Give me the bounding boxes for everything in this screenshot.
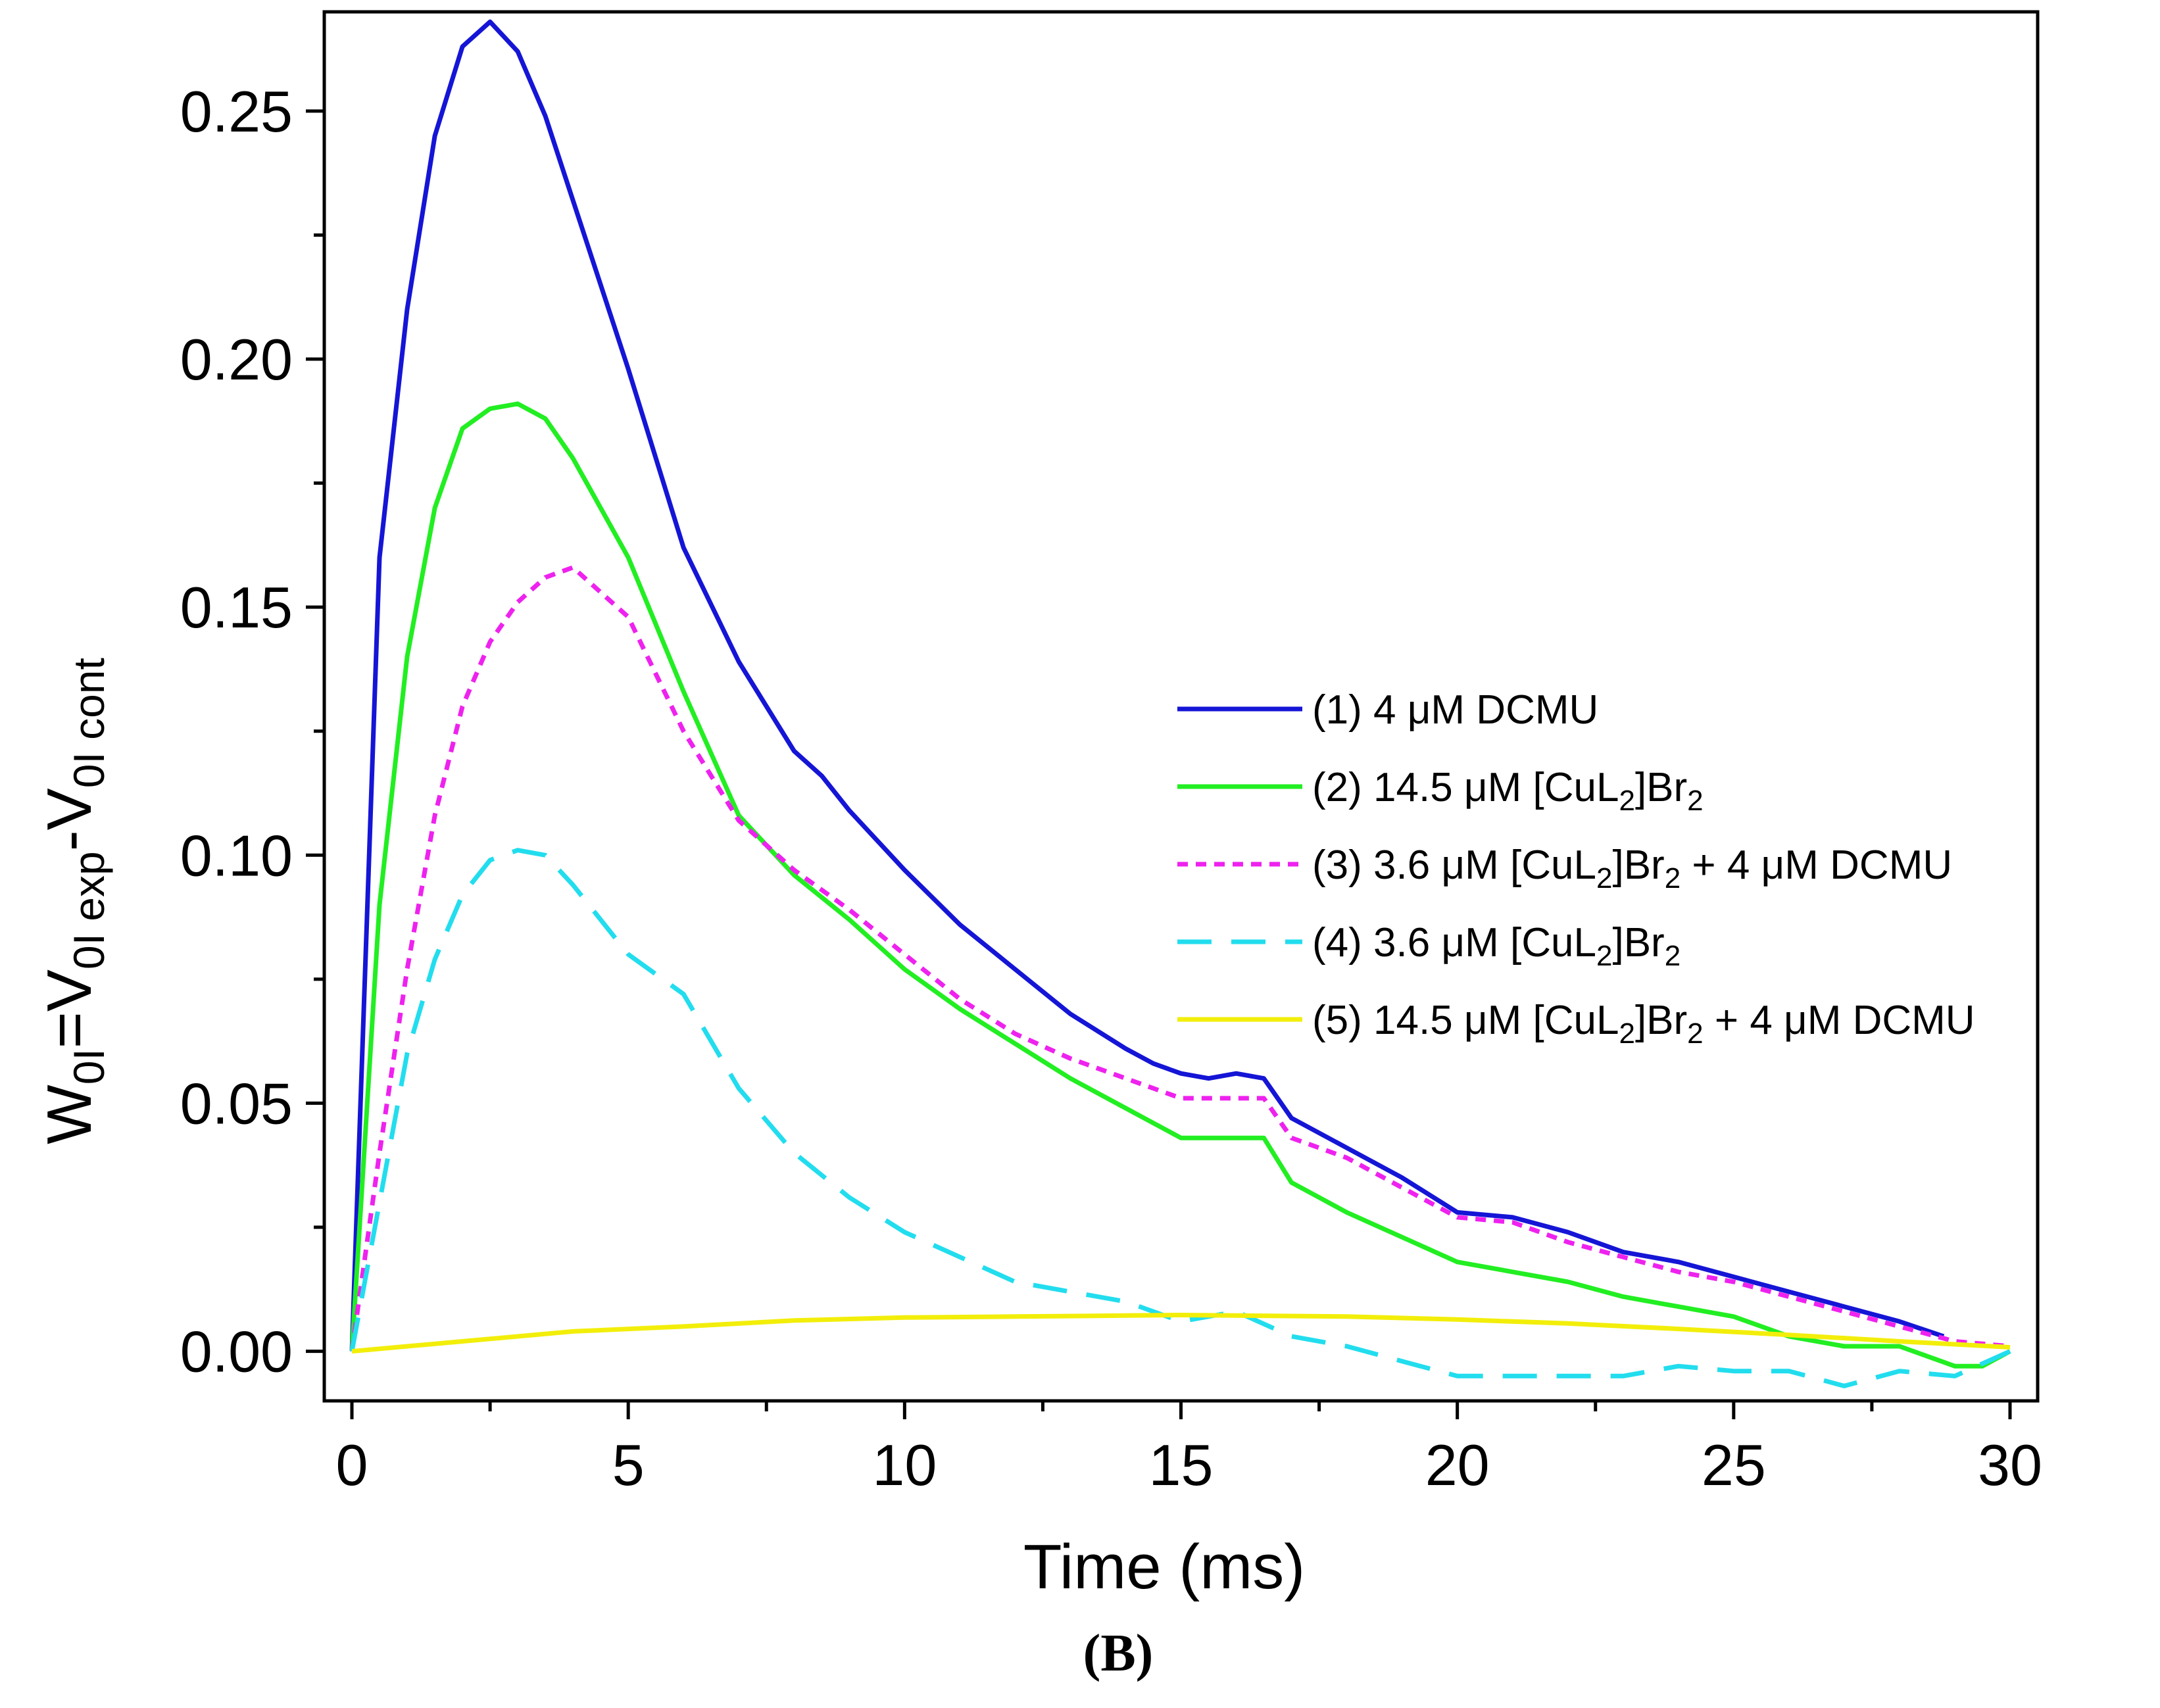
series-line-3 — [349, 565, 2011, 1352]
legend-label-4: (4) 3.6 μM [CuL2]Br2 — [1312, 920, 1681, 972]
legend-label-1: (1) 4 μM DCMU — [1312, 687, 1598, 733]
panel-label: (B) — [1083, 1624, 1154, 1682]
y-tick-label: 0.25 — [180, 79, 293, 144]
x-tick-label: 0 — [336, 1432, 368, 1498]
x-tick-label: 10 — [872, 1432, 937, 1498]
series-layer — [349, 19, 2011, 1388]
x-axis-title: Time (ms) — [1023, 1532, 1305, 1602]
y-axis-title: W0I=V0I exp-V0I cont — [34, 658, 113, 1144]
series-line-4 — [349, 848, 2011, 1388]
legend-label-3: (3) 3.6 μM [CuL2]Br2 + 4 μM DCMU — [1312, 842, 1952, 894]
x-tick-label: 5 — [612, 1432, 645, 1498]
y-axis-ticks: 0.00 0.05 0.10 0.15 0.20 0.25 — [180, 79, 324, 1384]
y-tick-label: 0.00 — [180, 1319, 293, 1384]
x-axis-ticks: 0 5 10 15 20 25 30 — [336, 1401, 2042, 1498]
legend-label-2: (2) 14.5 μM [CuL2]Br2 — [1312, 765, 1704, 817]
series-line-1 — [349, 19, 1945, 1352]
y-title-minus: -V — [34, 788, 105, 851]
y-title-sub3: 0I cont — [64, 658, 113, 788]
legend-label-5: (5) 14.5 μM [CuL2]Br2 + 4 μM DCMU — [1312, 998, 1975, 1050]
x-tick-label: 15 — [1149, 1432, 1214, 1498]
x-tick-label: 25 — [1702, 1432, 1766, 1498]
x-tick-label: 30 — [1978, 1432, 2042, 1498]
legend: (1) 4 μM DCMU (2) 14.5 μM [CuL2]Br2 (3) 3.… — [1177, 687, 1975, 1050]
y-title-w: W — [34, 1085, 105, 1144]
x-tick-label: 20 — [1425, 1432, 1490, 1498]
y-tick-label: 0.05 — [180, 1071, 293, 1136]
y-tick-label: 0.10 — [180, 823, 293, 888]
y-tick-label: 0.15 — [180, 575, 293, 640]
series-line-5 — [351, 1313, 2011, 1354]
y-title-sub2: 0I exp — [64, 851, 113, 969]
y-tick-label: 0.20 — [180, 327, 293, 392]
y-title-sub1: 0I — [64, 1048, 113, 1085]
y-title-eq: =V — [34, 969, 105, 1048]
